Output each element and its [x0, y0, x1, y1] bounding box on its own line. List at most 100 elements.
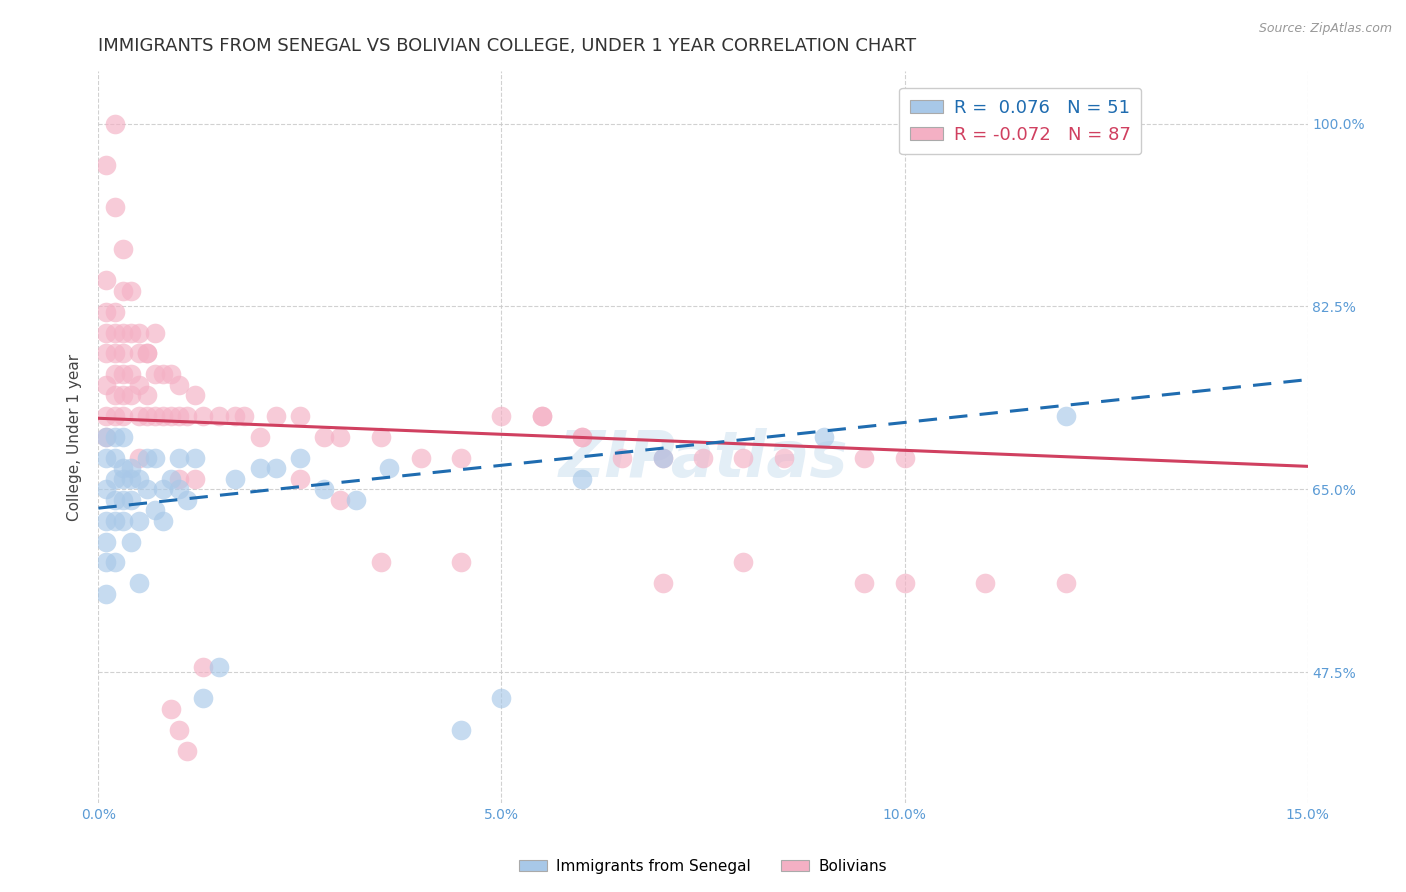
Point	[152, 514, 174, 528]
Point	[370, 430, 392, 444]
Point	[143, 409, 166, 424]
Point	[491, 691, 513, 706]
Point	[120, 492, 142, 507]
Point	[193, 660, 215, 674]
Point	[176, 743, 198, 757]
Point	[288, 472, 311, 486]
Point	[143, 450, 166, 465]
Text: ZIPatlas: ZIPatlas	[558, 428, 848, 490]
Point	[208, 409, 231, 424]
Point	[128, 409, 150, 424]
Point	[160, 409, 183, 424]
Point	[128, 346, 150, 360]
Point	[143, 368, 166, 382]
Point	[103, 430, 125, 444]
Point	[167, 472, 190, 486]
Point	[96, 326, 118, 340]
Y-axis label: College, Under 1 year: College, Under 1 year	[67, 353, 83, 521]
Point	[143, 326, 166, 340]
Point	[111, 514, 134, 528]
Point	[893, 450, 915, 465]
Point	[167, 723, 190, 737]
Point	[193, 409, 215, 424]
Point	[103, 117, 125, 131]
Point	[103, 200, 125, 214]
Point	[103, 326, 125, 340]
Point	[103, 492, 125, 507]
Point	[530, 409, 553, 424]
Point	[571, 430, 593, 444]
Point	[120, 326, 142, 340]
Point	[111, 368, 134, 382]
Point	[249, 430, 271, 444]
Point	[409, 450, 432, 465]
Point	[152, 409, 174, 424]
Point	[329, 492, 352, 507]
Point	[184, 472, 207, 486]
Text: Source: ZipAtlas.com: Source: ZipAtlas.com	[1258, 22, 1392, 36]
Point	[184, 388, 207, 402]
Point	[651, 576, 673, 591]
Point	[120, 472, 142, 486]
Point	[329, 430, 352, 444]
Point	[120, 284, 142, 298]
Point	[111, 242, 134, 256]
Point	[160, 472, 183, 486]
Point	[152, 368, 174, 382]
Point	[232, 409, 254, 424]
Point	[96, 587, 118, 601]
Point	[96, 158, 118, 172]
Point	[128, 576, 150, 591]
Point	[208, 660, 231, 674]
Point	[853, 450, 876, 465]
Point	[135, 346, 157, 360]
Point	[103, 556, 125, 570]
Point	[103, 409, 125, 424]
Point	[103, 304, 125, 318]
Point	[176, 409, 198, 424]
Point	[135, 450, 157, 465]
Point	[128, 472, 150, 486]
Point	[96, 430, 118, 444]
Point	[344, 492, 367, 507]
Point	[135, 388, 157, 402]
Point	[893, 576, 915, 591]
Point	[120, 368, 142, 382]
Point	[733, 450, 755, 465]
Point	[96, 514, 118, 528]
Point	[111, 461, 134, 475]
Point	[111, 409, 134, 424]
Text: IMMIGRANTS FROM SENEGAL VS BOLIVIAN COLLEGE, UNDER 1 YEAR CORRELATION CHART: IMMIGRANTS FROM SENEGAL VS BOLIVIAN COLL…	[98, 37, 917, 54]
Point	[167, 409, 190, 424]
Point	[160, 368, 183, 382]
Point	[530, 409, 553, 424]
Point	[370, 556, 392, 570]
Point	[224, 472, 246, 486]
Point	[772, 450, 794, 465]
Point	[612, 450, 634, 465]
Legend: Immigrants from Senegal, Bolivians: Immigrants from Senegal, Bolivians	[513, 853, 893, 880]
Point	[103, 368, 125, 382]
Point	[1054, 576, 1077, 591]
Point	[224, 409, 246, 424]
Point	[111, 284, 134, 298]
Point	[288, 409, 311, 424]
Point	[491, 409, 513, 424]
Point	[853, 576, 876, 591]
Point	[128, 326, 150, 340]
Point	[103, 346, 125, 360]
Point	[128, 450, 150, 465]
Point	[96, 409, 118, 424]
Point	[571, 430, 593, 444]
Point	[96, 273, 118, 287]
Point	[96, 556, 118, 570]
Point	[264, 409, 287, 424]
Point	[692, 450, 714, 465]
Point	[96, 483, 118, 497]
Point	[288, 450, 311, 465]
Point	[651, 450, 673, 465]
Point	[249, 461, 271, 475]
Point	[160, 702, 183, 716]
Point	[120, 388, 142, 402]
Point	[120, 461, 142, 475]
